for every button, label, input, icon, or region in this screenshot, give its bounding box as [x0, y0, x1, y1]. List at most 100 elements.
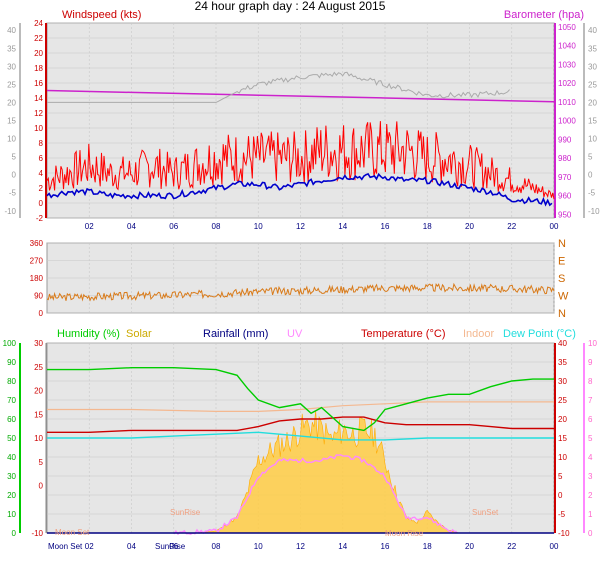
- windspeed-tick-label: 2: [39, 184, 44, 193]
- astro-annotation: SunSet: [472, 508, 499, 517]
- panel1-grid: [47, 22, 555, 219]
- barometer-tick-label: 1020: [558, 79, 576, 88]
- windspeed-tick-label: 24: [34, 19, 43, 28]
- panel1-series: [46, 71, 555, 207]
- barometer-axis-label: Barometer (hpa): [504, 9, 584, 21]
- compass-tick-label: N: [558, 308, 566, 320]
- temperature-line: [47, 416, 554, 433]
- panel2-series: [46, 282, 555, 302]
- outer-right-tick-label: 40: [588, 26, 597, 35]
- astro-annotation: SunRise: [170, 508, 201, 517]
- outer-right-tick-label: 35: [588, 44, 597, 53]
- panel3-x-tick-label: 16: [381, 542, 390, 551]
- panel1-x-tick-label: 02: [85, 222, 94, 231]
- panel-temp-humidity: Humidity (%) Solar Rainfall (mm) UV Temperat…: [3, 328, 598, 551]
- left-temp-tick-label: 30: [34, 339, 43, 348]
- panel3-x-tick-label: 12: [296, 542, 305, 551]
- right-temp-tick-label: 25: [558, 396, 567, 405]
- right-temp-tick-label: -10: [558, 529, 570, 538]
- windspeed-line: [46, 121, 555, 200]
- outer-left-tick-label: 5: [12, 153, 17, 162]
- windspeed-tick-label: 16: [34, 79, 43, 88]
- humidity-tick-label: 50: [7, 434, 16, 443]
- right-temp-tick-label: 35: [558, 358, 567, 367]
- outer-left-tick-label: -5: [9, 189, 17, 198]
- barometer-tick-label: 990: [558, 135, 572, 144]
- outer-left-tick-label: 20: [7, 98, 16, 107]
- uv-line: [173, 454, 457, 536]
- panel-wind-barometer: Windspeed (kts) Barometer (hpa) -2024681…: [4, 9, 600, 231]
- left-temp-tick-label: 20: [34, 387, 43, 396]
- humidity-tick-label: 30: [7, 472, 16, 481]
- left-temp-tick-label: 0: [39, 482, 44, 491]
- panel1-x-tick-label: 10: [254, 222, 263, 231]
- right-temp-tick-label: 40: [558, 339, 567, 348]
- astro-bottom-label: Moon Set: [48, 542, 83, 551]
- outer-left-tick-label: 25: [7, 80, 16, 89]
- uv-tick-label: 2: [588, 491, 593, 500]
- barometer-tick-label: 980: [558, 154, 572, 163]
- right-temp-tick-label: 0: [558, 491, 563, 500]
- panel1-ticks: -2024681012141618202224-10-5051015202530…: [4, 19, 600, 231]
- panel3-x-tick-label: 10: [254, 542, 263, 551]
- legend-item: Humidity (%): [57, 328, 120, 340]
- legend-item: Dew Point (°C): [503, 328, 576, 340]
- barometer-line: [46, 89, 555, 103]
- barometer-tick-label: 1030: [558, 60, 576, 69]
- windspeed-tick-label: 8: [39, 139, 44, 148]
- barometer-tick-label: 1000: [558, 117, 576, 126]
- humidity-tick-label: 60: [7, 415, 16, 424]
- astro-annotation: Moon Set: [55, 528, 90, 537]
- panel1-x-tick-label: 04: [127, 222, 136, 231]
- outer-right-tick-label: 20: [588, 98, 597, 107]
- panel3-x-tick-label: 06: [169, 542, 178, 551]
- uv-tick-label: 10: [588, 339, 597, 348]
- right-temp-tick-label: 5: [558, 472, 563, 481]
- dew-point-line: [47, 431, 554, 441]
- uv-tick-label: 9: [588, 358, 593, 367]
- windspeed-axis-label: Windspeed (kts): [62, 9, 141, 21]
- right-temp-tick-label: 10: [558, 453, 567, 462]
- outer-right-tick-label: -10: [588, 207, 600, 216]
- panel3-x-tick-label: 14: [338, 542, 347, 551]
- panel1-x-tick-label: 16: [381, 222, 390, 231]
- outer-left-tick-label: 40: [7, 26, 16, 35]
- outer-right-tick-label: 30: [588, 62, 597, 71]
- left-temp-tick-label: 10: [34, 434, 43, 443]
- panel1-x-tick-label: 14: [338, 222, 347, 231]
- outer-right-tick-label: 10: [588, 135, 597, 144]
- legend-item: Temperature (°C): [361, 328, 445, 340]
- legend-item: Solar: [126, 328, 152, 340]
- uv-tick-label: 1: [588, 510, 593, 519]
- barometer-tick-label: 950: [558, 210, 572, 219]
- humidity-tick-label: 70: [7, 396, 16, 405]
- humidity-tick-label: 100: [3, 339, 17, 348]
- humidity-tick-label: 20: [7, 491, 16, 500]
- right-temp-tick-label: 30: [558, 377, 567, 386]
- panel3-x-tick-label: 20: [465, 542, 474, 551]
- outer-right-tick-label: 15: [588, 117, 597, 126]
- wind-direction-line: [46, 282, 555, 302]
- barometer-tick-label: 970: [558, 173, 572, 182]
- compass-tick-label: E: [558, 256, 565, 268]
- direction-tick-label: 180: [30, 274, 44, 283]
- panel2-grid: [47, 242, 555, 314]
- humidity-tick-label: 80: [7, 377, 16, 386]
- uv-tick-label: 6: [588, 415, 593, 424]
- panel3-annotations: Moon Set SunRise Moon Rise SunSet Moon Set Su…: [48, 508, 499, 551]
- outer-right-tick-label: -5: [588, 189, 596, 198]
- outer-left-tick-label: 15: [7, 117, 16, 126]
- windspeed-tick-label: 14: [34, 94, 43, 103]
- left-temp-tick-label: 15: [34, 410, 43, 419]
- humidity-tick-label: 10: [7, 510, 16, 519]
- windspeed-tick-label: 10: [34, 124, 43, 133]
- outer-left-tick-label: 0: [12, 171, 17, 180]
- right-temp-tick-label: 15: [558, 434, 567, 443]
- direction-tick-label: 270: [30, 257, 44, 266]
- right-temp-tick-label: 20: [558, 415, 567, 424]
- gust-ref-line: [47, 71, 510, 103]
- left-temp-tick-label: 25: [34, 363, 43, 372]
- compass-tick-label: N: [558, 238, 566, 250]
- windspeed-tick-label: 4: [39, 169, 44, 178]
